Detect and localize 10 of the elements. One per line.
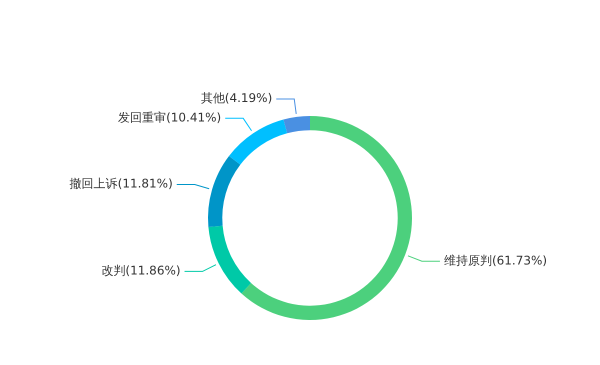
data-label: (10.41%): [166, 110, 222, 124]
slice-label: 撤回上诉: [70, 176, 118, 191]
data-label: (11.86%): [125, 264, 181, 278]
slice-label: 改判: [101, 264, 126, 278]
data-label: (61.73%): [492, 253, 548, 268]
slice-label: 维持原判: [444, 253, 492, 268]
data-label: (11.81%): [118, 176, 173, 191]
data-label: (4.19%): [224, 91, 272, 106]
slice-label: 其他: [200, 91, 225, 106]
slice-label: 发回重审: [118, 110, 166, 124]
